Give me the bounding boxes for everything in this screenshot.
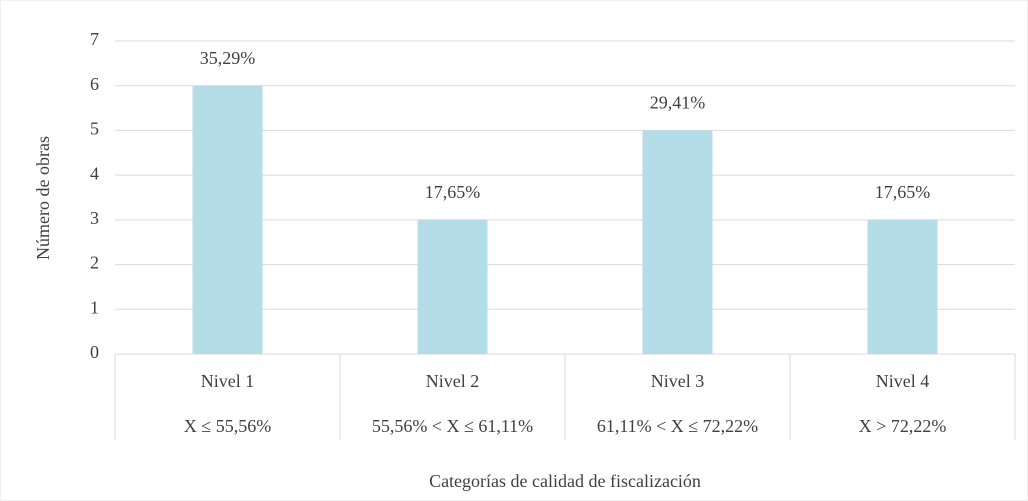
y-tick-label: 4 (90, 163, 99, 183)
x-subcategory-label: 55,56% < X ≤ 61,11% (372, 416, 533, 436)
x-tick-label: Nivel 2 (426, 371, 480, 391)
data-label: 35,29% (200, 48, 256, 68)
y-tick-label: 1 (90, 297, 99, 317)
y-tick-label: 0 (90, 342, 99, 362)
data-label: 29,41% (650, 93, 706, 113)
bar (417, 219, 488, 354)
y-tick-label: 7 (90, 29, 99, 49)
x-tick-label: Nivel 4 (876, 371, 930, 391)
x-subcategory-label: X > 72,22% (859, 416, 947, 436)
x-tick-label: Nivel 1 (201, 371, 255, 391)
y-tick-label: 5 (90, 119, 99, 139)
data-label: 17,65% (425, 182, 481, 202)
x-axis-title: Categorías de calidad de fiscalización (429, 471, 701, 491)
y-axis-title: Número de obras (33, 136, 53, 260)
data-label: 17,65% (875, 182, 931, 202)
bar (642, 130, 713, 354)
y-tick-label: 2 (90, 253, 99, 273)
x-tick-label: Nivel 3 (651, 371, 705, 391)
y-tick-label: 6 (90, 74, 99, 94)
x-subcategory-label: X ≤ 55,56% (184, 416, 271, 436)
x-subcategory-label: 61,11% < X ≤ 72,22% (597, 416, 758, 436)
bar (867, 219, 938, 354)
bar (192, 85, 263, 354)
y-tick-label: 3 (90, 208, 99, 228)
